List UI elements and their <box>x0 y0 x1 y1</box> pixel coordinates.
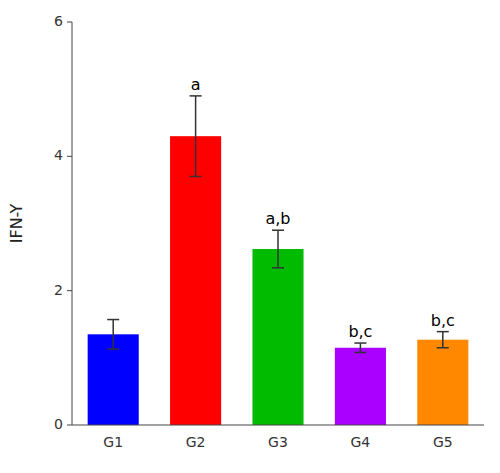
y-tick-label: 4 <box>54 147 63 163</box>
error-bar <box>437 332 449 348</box>
y-tick-label: 2 <box>54 282 63 298</box>
error-bar <box>107 320 119 350</box>
bar <box>335 348 386 425</box>
y-tick <box>67 22 72 23</box>
annotation: a <box>191 75 201 94</box>
y-tick-label: 0 <box>54 416 63 432</box>
y-axis-line <box>72 22 73 425</box>
annotation: b,c <box>431 311 455 330</box>
error-bar <box>272 230 284 268</box>
x-tick-label: G1 <box>103 434 123 450</box>
plot-area <box>88 96 469 425</box>
y-tick <box>67 290 72 291</box>
bar <box>417 340 468 425</box>
bar <box>170 136 221 425</box>
x-axis-line <box>72 425 484 426</box>
y-tick <box>67 156 72 157</box>
y-tick <box>67 425 72 426</box>
x-tick-label: G3 <box>268 434 288 450</box>
x-tick-label: G2 <box>186 434 206 450</box>
error-bar <box>190 96 202 177</box>
annotation: b,c <box>348 322 372 341</box>
y-tick-label: 6 <box>54 13 63 29</box>
x-tick-label: G4 <box>351 434 371 450</box>
chart: a a,b b,c b,c 0 2 4 6 G1 G2 G3 G4 G5 IFN-Y <box>0 0 500 473</box>
annotation: a,b <box>265 209 290 228</box>
x-tick-label: G5 <box>433 434 453 450</box>
error-bar <box>354 343 366 352</box>
bar <box>252 249 303 425</box>
y-axis-label: IFN-Y <box>7 204 26 244</box>
